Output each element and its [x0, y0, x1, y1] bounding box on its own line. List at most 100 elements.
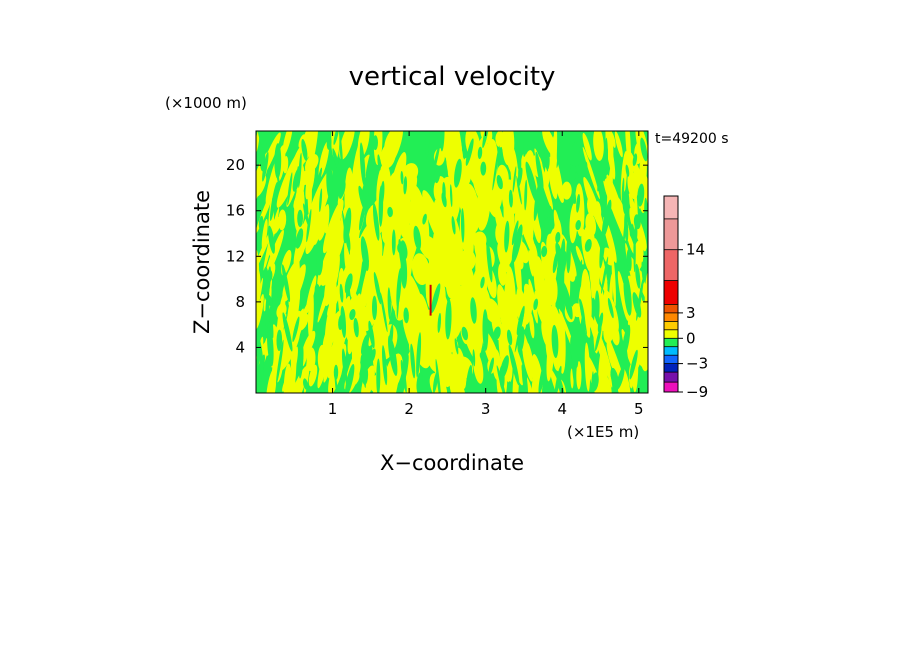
y-axis: 4 8 12 16 20	[226, 156, 648, 356]
negative-region	[387, 287, 391, 320]
negative-region	[451, 216, 456, 235]
negative-region	[578, 138, 583, 166]
negative-region	[338, 314, 344, 330]
positive-region	[444, 131, 463, 170]
positive-region	[531, 365, 543, 393]
negative-region	[391, 229, 396, 256]
negative-region	[373, 271, 382, 305]
negative-region	[465, 365, 473, 393]
negative-region	[363, 178, 371, 209]
negative-region	[380, 292, 388, 333]
positive-region	[372, 335, 384, 376]
negative-region	[344, 273, 353, 294]
colorbar: −9 −3 0 3 14	[663, 195, 708, 401]
negative-region	[492, 145, 500, 191]
y-tick-label: 20	[226, 156, 245, 174]
negative-region	[511, 220, 519, 246]
negative-region	[517, 326, 525, 354]
negative-region	[482, 309, 489, 351]
positive-region	[606, 340, 618, 375]
positive-region	[256, 294, 264, 329]
negative-region	[441, 192, 447, 208]
negative-region	[470, 297, 477, 324]
positive-region	[283, 156, 289, 174]
negative-region	[637, 183, 645, 207]
negative-region	[538, 360, 547, 393]
negative-region	[349, 308, 356, 321]
positive-region	[529, 312, 535, 339]
negative-region	[314, 168, 318, 187]
positive-region	[432, 197, 454, 251]
x-axis-unit: (×1E5 m)	[567, 423, 639, 441]
negative-region	[416, 332, 422, 378]
positive-region	[270, 216, 281, 235]
colorbar-band	[664, 321, 678, 330]
colorbar-tick-label: 0	[686, 329, 696, 347]
negative-region	[258, 339, 264, 380]
negative-region	[576, 193, 581, 213]
negative-region	[565, 136, 573, 181]
positive-region	[261, 218, 268, 251]
colorbar-band	[664, 372, 678, 382]
negative-region	[363, 370, 366, 388]
negative-region	[524, 179, 528, 211]
negative-region	[425, 131, 430, 160]
positive-region	[522, 344, 533, 382]
negative-region	[314, 283, 320, 295]
colorbar-tick-label: −3	[686, 355, 708, 373]
positive-region	[404, 300, 427, 363]
negative-region	[269, 181, 278, 222]
positive-region	[497, 242, 510, 273]
negative-region	[516, 175, 522, 205]
negative-region	[403, 307, 409, 324]
negative-region	[316, 244, 324, 276]
negative-region	[268, 225, 275, 254]
colorbar-band	[664, 312, 678, 322]
positive-region	[317, 344, 327, 372]
negative-region	[270, 312, 274, 339]
negative-region	[454, 158, 462, 188]
negative-region	[333, 131, 340, 146]
negative-region	[561, 281, 573, 320]
positive-region	[585, 213, 597, 237]
positive-region	[424, 234, 444, 283]
negative-region	[507, 381, 511, 393]
positive-region	[503, 266, 512, 328]
negative-region	[569, 164, 577, 184]
negative-region	[276, 339, 284, 385]
negative-region	[430, 143, 441, 181]
negative-region	[396, 276, 400, 320]
positive-region	[629, 207, 633, 225]
negative-region	[632, 153, 638, 167]
positive-region	[317, 262, 326, 288]
negative-region	[622, 189, 630, 216]
negative-region	[523, 131, 530, 157]
positive-region	[308, 364, 318, 387]
positive-region	[308, 189, 330, 234]
colorbar-tick-label: 14	[686, 241, 705, 259]
positive-region	[302, 339, 311, 367]
negative-region	[292, 316, 300, 343]
positive-region	[384, 189, 401, 252]
negative-region	[536, 197, 547, 240]
colorbar-band	[664, 346, 678, 356]
negative-region	[258, 215, 264, 230]
positive-region	[507, 303, 519, 320]
negative-region	[633, 229, 636, 273]
negative-region	[569, 140, 577, 165]
negative-region	[382, 345, 388, 386]
colorbar-band	[664, 363, 678, 373]
positive-region	[287, 365, 309, 393]
negative-region	[434, 167, 441, 184]
negative-region	[416, 372, 423, 393]
negative-region	[306, 209, 312, 243]
negative-region	[493, 326, 501, 340]
negative-region	[263, 266, 270, 301]
negative-region	[380, 180, 385, 205]
negative-region	[597, 312, 604, 333]
positive-region	[588, 247, 600, 270]
colorbar-frame	[663, 195, 679, 393]
negative-region	[297, 209, 304, 227]
positive-region	[473, 352, 484, 384]
